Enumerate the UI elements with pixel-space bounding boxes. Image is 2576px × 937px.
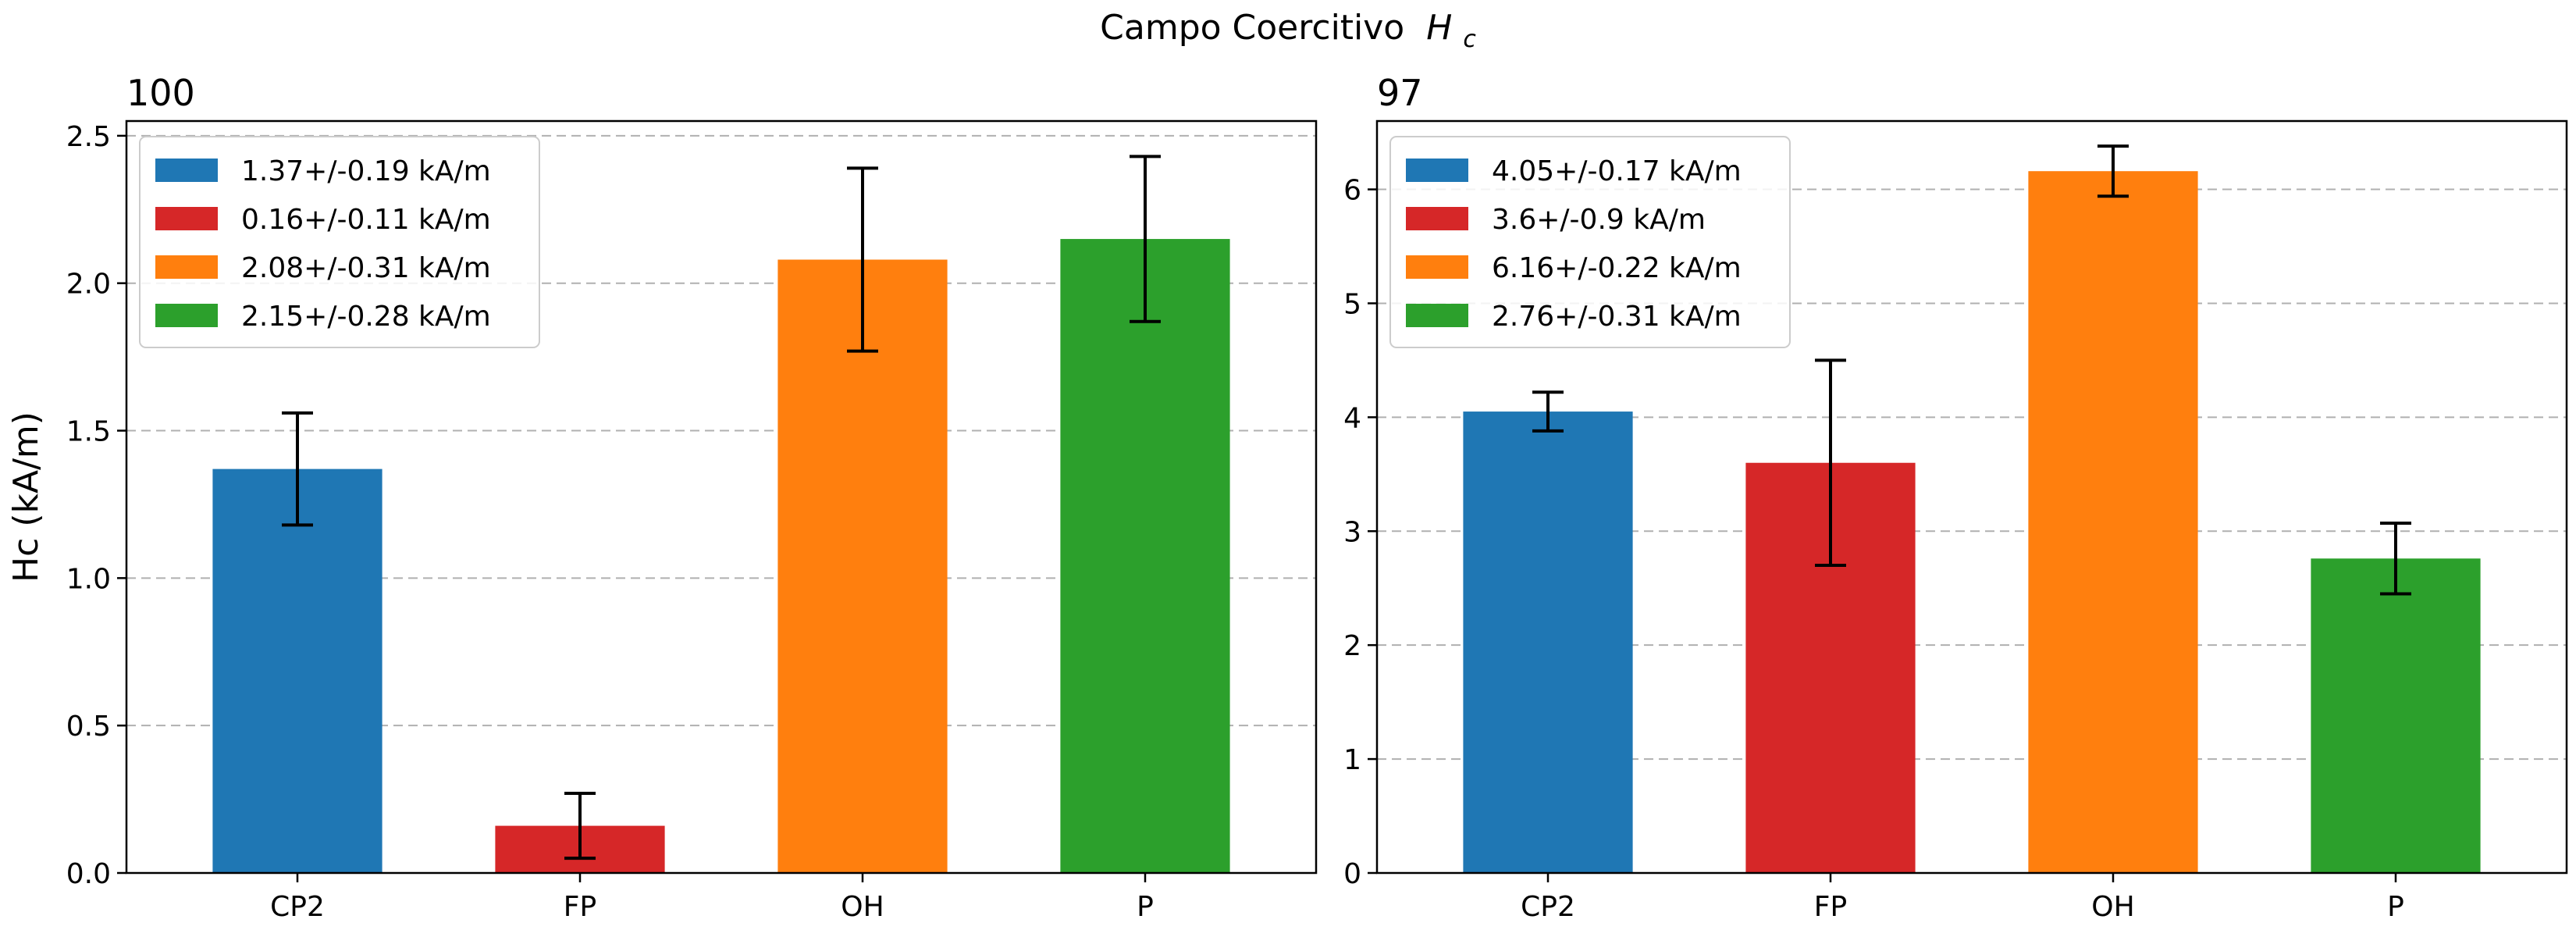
x-tick-label-oh: OH: [841, 891, 884, 923]
legend-box: [1389, 136, 1791, 348]
legend-label: 0.16+/-0.11 kA/m: [241, 204, 491, 236]
bar-cp2: [1463, 411, 1633, 873]
bar-p: [1060, 239, 1230, 873]
y-tick-label: 4: [1343, 402, 1361, 434]
legend-label: 3.6+/-0.9 kA/m: [1492, 204, 1706, 236]
y-tick-label: 6: [1343, 175, 1361, 207]
y-tick-label: 1: [1343, 744, 1361, 776]
y-tick-label: 0.5: [66, 711, 111, 743]
bar-p: [2311, 558, 2481, 873]
legend: 1.37+/-0.19 kA/m 0.16+/-0.11 kA/m 2.08+/-0…: [139, 136, 540, 348]
x-tick-label-fp: FP: [564, 891, 596, 923]
bar-cp2: [212, 468, 382, 873]
x-tick-label-fp: FP: [1814, 891, 1847, 923]
legend-swatch: [155, 159, 218, 182]
figure-suptitle: Campo Coercitivo H c: [1100, 8, 1476, 53]
suptitle-text: Campo Coercitivo: [1100, 8, 1404, 48]
legend-label: 1.37+/-0.19 kA/m: [241, 155, 491, 187]
x-tick-label-cp2: CP2: [1521, 891, 1575, 923]
y-tick-label: 3: [1343, 516, 1361, 548]
y-tick-label: 1.5: [66, 416, 111, 448]
y-tick-label: 0: [1343, 858, 1361, 890]
x-tick-label-p: P: [1137, 891, 1154, 923]
legend-label: 6.16+/-0.22 kA/m: [1492, 252, 1742, 284]
legend-label: 4.05+/-0.17 kA/m: [1492, 155, 1742, 187]
legend-swatch: [1406, 159, 1468, 182]
legend-swatch: [155, 304, 218, 327]
y-tick-label: 2: [1343, 630, 1361, 662]
legend-swatch: [1406, 207, 1468, 230]
suptitle-symbol: H: [1426, 8, 1452, 48]
bar-oh: [2028, 171, 2198, 873]
error-bar-oh: [2097, 144, 2129, 198]
legend-swatch: [1406, 304, 1468, 327]
y-tick-label: 2.5: [66, 121, 111, 153]
legend-label: 2.76+/-0.31 kA/m: [1492, 301, 1742, 333]
y-tick-label: 1.0: [66, 563, 111, 595]
error-bar-p: [1129, 155, 1161, 323]
panel-title: 97: [1377, 72, 1423, 114]
y-tick-label: 2.0: [66, 269, 111, 301]
error-bar-p: [2379, 522, 2411, 596]
y-tick-label: 5: [1343, 288, 1361, 320]
error-bar-cp2: [1532, 390, 1564, 433]
x-tick-label-oh: OH: [2091, 891, 2134, 923]
error-bar-oh: [846, 166, 878, 353]
error-bar-fp: [1815, 358, 1847, 568]
axes-frame: [125, 119, 1318, 875]
y-tick-label: 0.0: [66, 858, 111, 890]
suptitle-subscript: c: [1463, 26, 1476, 53]
legend-label: 2.15+/-0.28 kA/m: [241, 301, 491, 333]
legend: 4.05+/-0.17 kA/m 3.6+/-0.9 kA/m 6.16+/-0.2…: [1389, 136, 1791, 348]
bar-oh: [777, 259, 948, 873]
panel-title: 100: [126, 72, 195, 114]
right-panel: 0 1 2 3 4 5 6 CP2 FP OH P 97 4.05+/-0.17 kA/m 3.6+/-0…: [1343, 72, 2568, 923]
axes-frame: [1375, 119, 2568, 875]
legend-box: [139, 136, 540, 348]
error-bar-fp: [564, 792, 596, 860]
x-tick-label-cp2: CP2: [270, 891, 325, 923]
y-axis-label: Hc (kA/m): [6, 411, 46, 583]
left-panel: 0.0 0.5 1.0 1.5 2.0 2.5 CP2 FP OH P 100 Hc (kA/m) 1.…: [6, 72, 1318, 923]
legend-swatch: [1406, 255, 1468, 279]
error-bar-cp2: [282, 411, 314, 527]
x-tick-label-p: P: [2387, 891, 2404, 923]
legend-swatch: [155, 255, 218, 279]
legend-swatch: [155, 207, 218, 230]
legend-label: 2.08+/-0.31 kA/m: [241, 252, 491, 284]
